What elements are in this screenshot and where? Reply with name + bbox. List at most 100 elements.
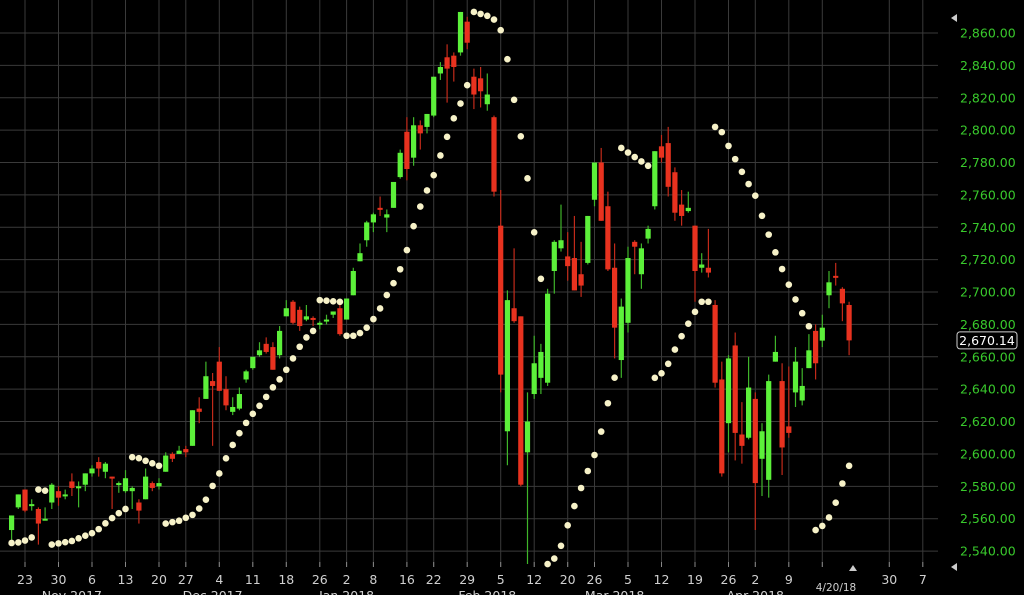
candle-body bbox=[538, 351, 544, 378]
x-tick-label: 16 bbox=[399, 572, 415, 587]
date-axis[interactable]: 23 30 6 13 20 27 4 11 18 26 2 8 16 22 29 5 12 20 26 5 12 19 26… bbox=[0, 562, 927, 595]
indicator-dot bbox=[155, 462, 163, 470]
indicator-dot bbox=[222, 454, 230, 462]
candle bbox=[799, 368, 805, 406]
candle-body bbox=[424, 113, 430, 127]
candle-body bbox=[813, 330, 819, 364]
indicator-dot bbox=[108, 514, 116, 522]
indicator-dot bbox=[142, 457, 149, 465]
scroll-right-top-icon[interactable] bbox=[951, 14, 957, 22]
candle bbox=[243, 369, 249, 383]
indicator-dot bbox=[55, 540, 62, 547]
indicator-dot bbox=[149, 460, 156, 467]
candle bbox=[652, 151, 658, 210]
candle bbox=[772, 335, 778, 362]
x-tick-label: 6 bbox=[88, 572, 96, 587]
candle bbox=[471, 68, 477, 110]
candle-body bbox=[632, 241, 638, 247]
indicator-dot bbox=[785, 281, 793, 288]
indicator-dot bbox=[189, 511, 196, 519]
indicator-dot bbox=[812, 526, 819, 534]
candle bbox=[725, 355, 732, 453]
indicator-dot bbox=[363, 324, 371, 331]
candle bbox=[759, 423, 765, 497]
candle bbox=[163, 452, 169, 472]
x-tick-label: 12 bbox=[654, 572, 670, 587]
candle-body bbox=[390, 181, 397, 208]
candle-body bbox=[638, 248, 644, 275]
candle bbox=[451, 52, 457, 82]
indicator-dot bbox=[350, 332, 357, 340]
candle-body bbox=[772, 351, 778, 362]
indicator-dot bbox=[68, 537, 76, 545]
month-label: Jan 2018 bbox=[318, 588, 374, 595]
candle bbox=[277, 326, 283, 359]
candle bbox=[176, 445, 182, 454]
indicator-dot bbox=[175, 517, 183, 525]
indicator-dot bbox=[289, 355, 297, 362]
candle bbox=[658, 134, 665, 163]
candle-body bbox=[504, 300, 510, 432]
candle-body bbox=[163, 455, 169, 472]
candle bbox=[89, 465, 95, 477]
indicator-dot bbox=[711, 123, 719, 131]
candle-body bbox=[531, 363, 537, 395]
x-tick-label: 26 bbox=[312, 572, 328, 587]
indicator-dot bbox=[209, 482, 216, 490]
candle-body bbox=[839, 288, 845, 304]
indicator-dot bbox=[329, 297, 337, 305]
y-tick-label: 2,800.00 bbox=[960, 123, 1016, 138]
candle bbox=[350, 267, 356, 296]
candle bbox=[511, 248, 517, 323]
candle bbox=[565, 232, 571, 281]
indicator-dot bbox=[276, 376, 283, 383]
candle-body bbox=[732, 345, 738, 433]
indicator-dot bbox=[698, 298, 705, 306]
candle-body bbox=[792, 361, 799, 393]
scroll-right-bottom-icon[interactable] bbox=[951, 563, 957, 571]
candle bbox=[183, 445, 189, 458]
candle bbox=[290, 300, 296, 325]
indicator-dots bbox=[8, 8, 853, 568]
candle bbox=[558, 204, 564, 252]
indicator-dot bbox=[644, 162, 652, 170]
y-tick-label: 2,620.00 bbox=[960, 414, 1016, 429]
indicator-dot bbox=[35, 486, 42, 493]
candle-body bbox=[35, 508, 41, 524]
candle-body bbox=[310, 317, 316, 320]
candle-body bbox=[558, 240, 564, 249]
candle bbox=[826, 270, 832, 309]
candle-body bbox=[250, 356, 256, 369]
candle-body bbox=[290, 301, 296, 323]
candle-body bbox=[183, 449, 189, 453]
indicator-dot bbox=[376, 305, 384, 312]
indicator-dot bbox=[182, 514, 190, 522]
indicator-dot bbox=[303, 334, 310, 341]
candle-body bbox=[317, 322, 323, 325]
indicator-dot bbox=[584, 467, 592, 475]
candle-body bbox=[230, 406, 236, 412]
price-axis[interactable]: 2,540.00 2,560.00 2,580.00 2,600.00 2,620.00… bbox=[960, 26, 1016, 559]
candle-body bbox=[752, 398, 758, 484]
candle-body bbox=[82, 473, 88, 485]
candle bbox=[317, 321, 323, 330]
x-tick-label: 13 bbox=[118, 572, 134, 587]
candle bbox=[612, 243, 618, 359]
candle bbox=[109, 476, 115, 509]
candle bbox=[49, 483, 55, 509]
cursor-date-marker-icon[interactable] bbox=[849, 565, 857, 571]
indicator-dot bbox=[443, 133, 451, 141]
indicator-dot bbox=[658, 370, 665, 377]
candle bbox=[685, 191, 691, 213]
indicator-dot bbox=[356, 329, 364, 337]
candle bbox=[571, 215, 577, 291]
candle bbox=[632, 240, 638, 275]
candle bbox=[357, 243, 363, 262]
candle bbox=[625, 246, 631, 333]
indicator-dot bbox=[832, 499, 839, 506]
indicator-dot bbox=[805, 322, 813, 330]
y-tick-label: 2,740.00 bbox=[960, 220, 1016, 235]
candle-body bbox=[96, 462, 102, 469]
candle bbox=[417, 120, 423, 150]
